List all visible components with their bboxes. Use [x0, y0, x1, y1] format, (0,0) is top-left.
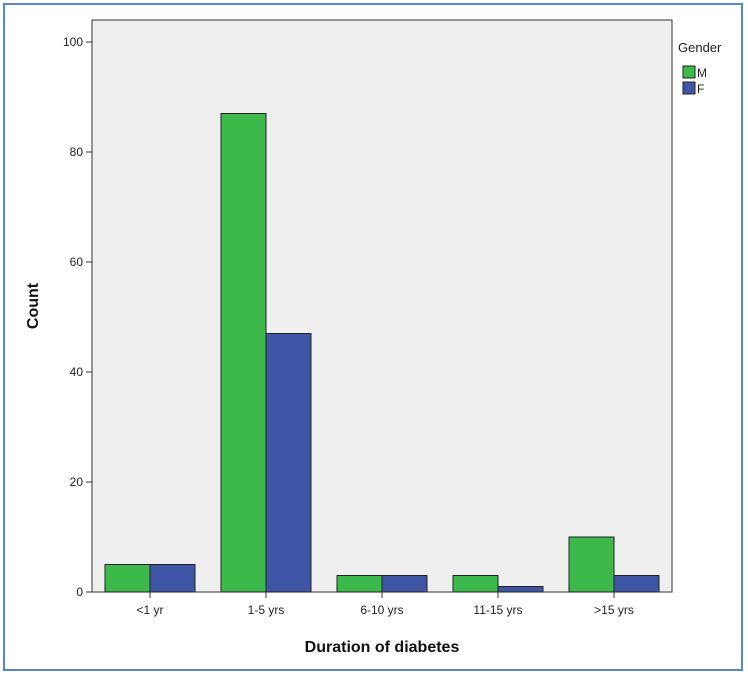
x-tick-label: <1 yr	[136, 603, 163, 617]
y-axis-title: Count	[25, 282, 42, 329]
y-tick-label: 100	[63, 35, 83, 49]
y-tick-label: 0	[76, 585, 83, 599]
bar-M-0	[104, 564, 151, 593]
x-tick-label: 1-5 yrs	[248, 603, 285, 617]
y-tick-label: 60	[70, 255, 84, 269]
plot-area	[91, 19, 673, 593]
x-tick-label: >15 yrs	[594, 603, 634, 617]
legend-swatch-F	[682, 81, 696, 95]
bar-M-2	[336, 575, 383, 593]
bar-M-1	[220, 113, 267, 593]
legend-label-M: M	[697, 66, 707, 80]
bar-F-1	[265, 333, 312, 593]
legend-label-F: F	[697, 82, 704, 96]
bar-M-3	[452, 575, 499, 593]
x-axis-title: Duration of diabetes	[305, 639, 460, 656]
y-tick-label: 20	[70, 475, 84, 489]
x-tick-label: 6-10 yrs	[360, 603, 403, 617]
legend: Gender MF	[678, 40, 722, 96]
bar-F-2	[381, 575, 428, 593]
x-axis: <1 yr 1-5 yrs 6-10 yrs 11-15 yrs >15 yrs	[136, 592, 634, 617]
legend-title: Gender	[678, 40, 722, 55]
legend-swatch-M	[682, 65, 696, 79]
bar-F-4	[613, 575, 660, 593]
figure-frame	[3, 3, 743, 671]
y-axis: 0 20 40 60 80 100	[63, 20, 93, 599]
bar-F-3	[497, 586, 544, 593]
bar-M-4	[568, 536, 615, 593]
y-tick-label: 80	[70, 145, 84, 159]
bar-F-0	[149, 564, 196, 593]
x-tick-label: 11-15 yrs	[473, 603, 522, 617]
y-tick-label: 40	[70, 365, 84, 379]
bars-group	[104, 113, 660, 593]
